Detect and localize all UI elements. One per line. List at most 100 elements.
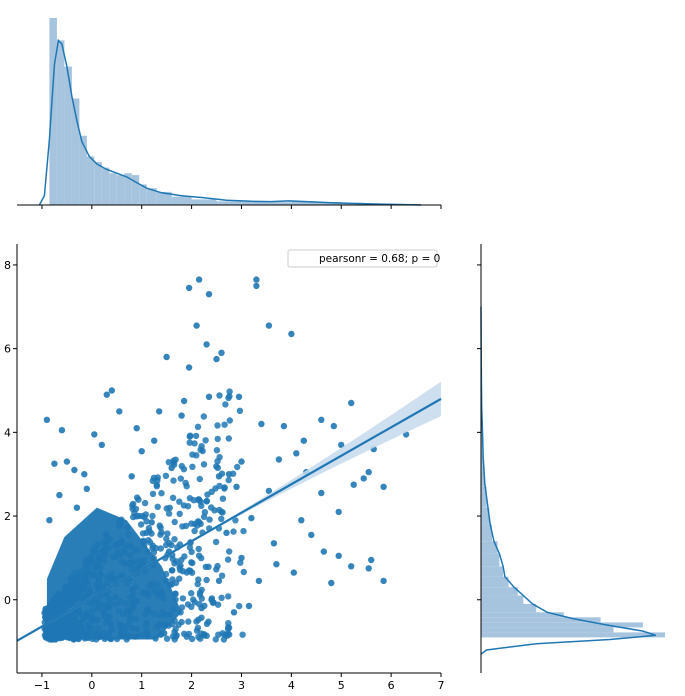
scatter-point bbox=[194, 624, 202, 632]
scatter-point bbox=[163, 635, 171, 642]
scatter-point bbox=[189, 451, 196, 458]
scatter-point bbox=[118, 558, 126, 566]
scatter-point bbox=[188, 520, 195, 527]
scatter-point bbox=[218, 594, 225, 601]
scatter-point bbox=[136, 557, 143, 564]
scatter-point bbox=[149, 512, 156, 520]
scatter-point bbox=[61, 628, 68, 635]
scatter-point bbox=[170, 606, 177, 613]
marginal-x-bar bbox=[94, 162, 102, 205]
scatter-point bbox=[150, 555, 157, 562]
marginal-x-bar bbox=[49, 18, 57, 205]
scatter-point bbox=[91, 431, 98, 438]
scatter-point bbox=[102, 548, 109, 556]
scatter-point bbox=[112, 593, 120, 600]
scatter-point bbox=[320, 548, 327, 555]
scatter-point bbox=[380, 483, 387, 490]
scatter-point bbox=[225, 476, 232, 484]
scatter-point bbox=[318, 416, 325, 423]
marginal-x-kde bbox=[38, 38, 422, 206]
scatter-point bbox=[198, 614, 205, 621]
scatter-point bbox=[73, 504, 81, 511]
scatter-point bbox=[298, 517, 305, 524]
scatter-point bbox=[117, 520, 125, 527]
scatter-point bbox=[198, 554, 205, 562]
scatter-point bbox=[84, 578, 92, 586]
scatter-point bbox=[126, 552, 134, 559]
scatter-point bbox=[187, 432, 194, 439]
scatter-point bbox=[196, 591, 204, 599]
scatter-point bbox=[143, 518, 150, 525]
scatter-point bbox=[124, 524, 131, 531]
scatter-point bbox=[43, 416, 51, 423]
scatter-point bbox=[79, 630, 86, 637]
x-tick-label: −1 bbox=[34, 679, 50, 692]
scatter-point bbox=[275, 456, 283, 463]
scatter-point bbox=[121, 625, 129, 633]
marginal-y-bar bbox=[481, 440, 484, 466]
scatter-point bbox=[132, 633, 139, 640]
scatter-point bbox=[88, 624, 95, 632]
marginal-x-bar bbox=[109, 173, 117, 205]
scatter-point bbox=[222, 401, 229, 408]
x-tick-label: 3 bbox=[238, 679, 245, 692]
scatter-point bbox=[138, 631, 145, 639]
scatter-point bbox=[226, 631, 233, 638]
scatter-point bbox=[46, 517, 53, 524]
scatter-point bbox=[221, 421, 228, 428]
scatter-point bbox=[94, 624, 102, 631]
scatter-point bbox=[238, 458, 245, 465]
marginal-x-bar bbox=[131, 175, 140, 205]
scatter-point bbox=[71, 576, 79, 583]
marginal-y-bar bbox=[481, 486, 487, 508]
scatter-point bbox=[177, 609, 184, 616]
scatter-point bbox=[300, 437, 307, 444]
scatter-point bbox=[178, 618, 185, 626]
marginal-y-bar bbox=[481, 632, 665, 638]
scatter-point bbox=[255, 577, 263, 585]
scatter-point bbox=[214, 422, 221, 429]
scatter-point bbox=[290, 569, 297, 576]
scatter-point bbox=[168, 567, 175, 574]
legend: pearsonr = 0.68; p = 0 bbox=[287, 249, 440, 268]
scatter-point bbox=[166, 611, 173, 618]
scatter-point bbox=[98, 441, 106, 449]
scatter-point bbox=[195, 545, 202, 553]
scatter-point bbox=[233, 483, 240, 490]
scatter-point bbox=[124, 633, 132, 640]
scatter-point bbox=[103, 591, 111, 599]
scatter-point bbox=[85, 590, 92, 597]
marginal-x-bar bbox=[316, 202, 342, 205]
marginal-y-bar bbox=[481, 612, 564, 618]
scatter-point bbox=[128, 473, 135, 480]
scatter-point bbox=[169, 576, 176, 583]
scatter-point bbox=[71, 590, 79, 598]
scatter-point bbox=[225, 624, 232, 631]
scatter-point bbox=[193, 322, 200, 329]
marginal-y-panel bbox=[477, 244, 665, 673]
scatter-point bbox=[218, 508, 225, 516]
scatter-point bbox=[204, 491, 211, 498]
scatter-point bbox=[149, 490, 157, 498]
scatter-point bbox=[223, 529, 230, 536]
marginal-x-bar bbox=[139, 184, 147, 205]
scatter-point bbox=[125, 531, 132, 538]
scatter-point bbox=[265, 322, 273, 329]
scatter-point bbox=[133, 513, 140, 520]
marginal-x-bar bbox=[146, 188, 157, 205]
scatter-point bbox=[148, 519, 155, 526]
scatter-point bbox=[214, 435, 221, 443]
joint-scatter-panel: −1 0 1 2 3 4 5 6 7 0 2 4 6 8 bbox=[4, 244, 445, 692]
scatter-point bbox=[215, 577, 223, 585]
y-tick-label: 6 bbox=[4, 343, 11, 356]
marginal-y-kde bbox=[480, 306, 657, 655]
scatter-point bbox=[188, 590, 195, 597]
marginal-x-bar bbox=[101, 167, 110, 205]
scatter-point bbox=[171, 536, 178, 543]
scatter-point bbox=[238, 554, 245, 562]
scatter-point bbox=[88, 554, 96, 561]
scatter-point bbox=[168, 581, 175, 588]
scatter-points bbox=[43, 276, 410, 639]
scatter-point bbox=[185, 364, 193, 371]
